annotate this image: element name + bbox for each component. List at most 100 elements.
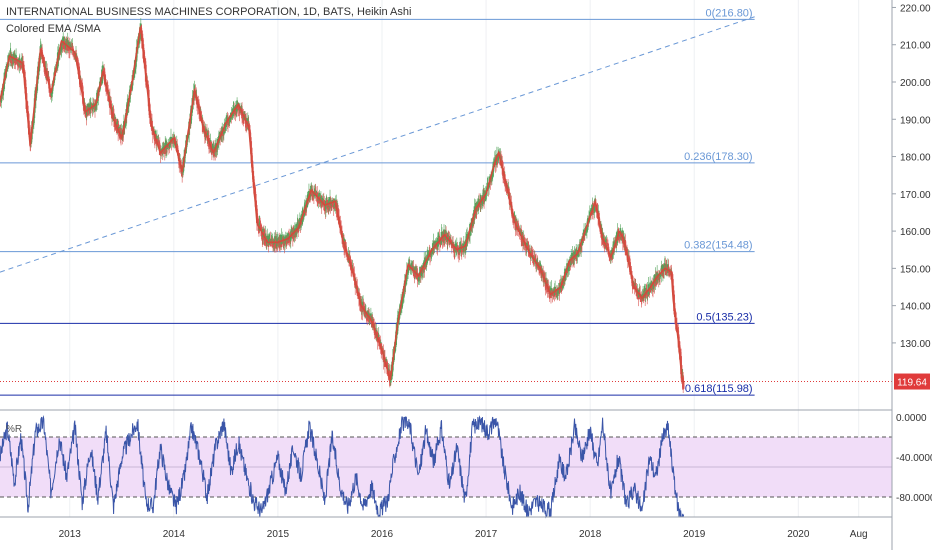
candle-body: [286, 241, 288, 243]
candle-body: [158, 142, 161, 147]
candle-body: [664, 266, 667, 275]
candle-body: [556, 292, 559, 294]
candle-body: [643, 297, 645, 299]
candle-body: [372, 320, 375, 325]
candle-body: [47, 75, 50, 78]
candle-body: [407, 268, 409, 273]
time-tick-label: 2013: [59, 529, 82, 540]
fib-level-label: 0(216.80): [706, 7, 753, 19]
time-tick-label: 2014: [163, 529, 186, 540]
candle-body: [362, 302, 364, 309]
candle-body: [364, 309, 367, 318]
time-tick-label: 2019: [683, 529, 706, 540]
candle-body: [9, 59, 11, 60]
candle-body: [301, 220, 303, 224]
candle-body: [188, 128, 191, 130]
candle-body: [583, 234, 586, 236]
candle-body: [490, 178, 493, 179]
candle-body: [242, 118, 245, 121]
price-tick-label: 130.00: [900, 339, 931, 350]
candle-body: [476, 206, 479, 208]
candle-body: [224, 129, 227, 131]
candle-body: [475, 210, 478, 212]
candle-body: [372, 319, 374, 323]
candle-body: [64, 46, 67, 50]
candle-body: [323, 205, 326, 211]
candle-body: [235, 108, 238, 114]
price-tick-label: 200.00: [900, 78, 931, 89]
candle-body: [204, 132, 207, 139]
candle-body: [138, 40, 141, 42]
candle-body: [241, 113, 244, 120]
candle-body: [567, 267, 570, 269]
candle-body: [68, 41, 71, 48]
price-tick-label: 180.00: [900, 153, 931, 164]
candle-body: [59, 51, 62, 52]
wr-label: %R: [6, 424, 23, 435]
indicator-label: Colored EMA /SMA: [6, 23, 101, 35]
candle-body: [216, 147, 219, 149]
grid: [69, 0, 860, 517]
candle-body: [651, 284, 654, 289]
candle-body: [659, 276, 661, 278]
candle-body: [267, 239, 270, 248]
candle-body: [626, 250, 629, 255]
candle-body: [634, 285, 637, 288]
candle-body: [100, 83, 103, 85]
candle-body: [279, 243, 281, 248]
candle-body: [682, 382, 685, 389]
candle-body: [334, 204, 337, 209]
candle-body: [40, 46, 43, 49]
candle-body: [295, 229, 298, 233]
axes: [0, 0, 896, 550]
candle-body: [442, 237, 445, 242]
wr-tick-label: 0.0000: [896, 413, 927, 424]
candle-body: [554, 286, 557, 292]
ema-line: [0, 26, 685, 384]
candle-body: [655, 279, 658, 284]
trendline-line: [0, 16, 755, 273]
trendline: [0, 16, 755, 273]
fib-level-label: 0.236(178.30): [684, 151, 753, 163]
last-price-tag: [894, 373, 930, 390]
candle-body: [60, 44, 63, 50]
candle-body: [230, 115, 233, 117]
candle-body: [322, 199, 325, 202]
candle-body: [453, 250, 456, 253]
candle-body: [222, 133, 225, 135]
candle-body: [527, 245, 530, 252]
wr-tick-label: -40.0000: [896, 453, 932, 464]
candle-body: [305, 205, 308, 208]
candle-body: [352, 268, 355, 271]
candle-body: [322, 198, 324, 204]
candle-body: [187, 134, 190, 136]
candle-body: [439, 241, 442, 244]
candle-body: [576, 255, 578, 257]
candle-body: [666, 268, 668, 273]
wr-band: [0, 436, 892, 498]
candle-body: [484, 196, 487, 198]
candle-body: [541, 271, 544, 274]
time-tick-label: 2018: [579, 529, 602, 540]
candle-body: [20, 64, 22, 66]
candle-body: [531, 253, 533, 257]
candle-body: [167, 146, 170, 148]
time-tick-label: Aug: [850, 529, 868, 540]
candle-body: [147, 86, 150, 93]
candle-body: [315, 191, 317, 196]
candle-body: [228, 121, 231, 123]
chart-title: INTERNATIONAL BUSINESS MACHINES CORPORAT…: [6, 6, 412, 18]
candle-body: [446, 237, 449, 245]
candle-body: [614, 244, 617, 248]
candle-body: [640, 298, 643, 300]
candle-body: [248, 123, 250, 128]
candle-body: [429, 255, 432, 256]
wr-line: [0, 415, 685, 519]
candle-body: [464, 247, 467, 249]
candle-body: [652, 284, 655, 289]
candle-body: [302, 215, 305, 218]
candle-body: [1, 94, 3, 96]
fib-level-label: 0.618(115.98): [685, 383, 753, 395]
